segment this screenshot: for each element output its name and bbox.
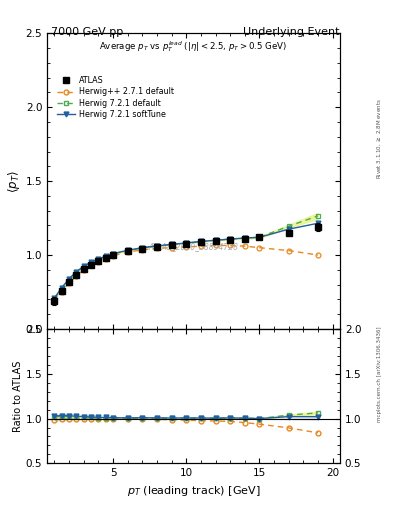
Text: Rivet 3.1.10, $\geq$ 2.8M events: Rivet 3.1.10, $\geq$ 2.8M events: [375, 98, 383, 179]
X-axis label: $p_T$ (leading track) [GeV]: $p_T$ (leading track) [GeV]: [127, 484, 261, 498]
Y-axis label: $\langle p_T \rangle$: $\langle p_T \rangle$: [6, 169, 22, 193]
Text: Average $p_T$ vs $p_T^{lead}$ ($|\eta| < 2.5$, $p_T > 0.5$ GeV): Average $p_T$ vs $p_T^{lead}$ ($|\eta| <…: [99, 39, 288, 54]
Text: Underlying Event: Underlying Event: [243, 27, 340, 37]
Text: mcplots.cern.ch [arXiv:1306.3436]: mcplots.cern.ch [arXiv:1306.3436]: [377, 326, 382, 421]
Y-axis label: Ratio to ATLAS: Ratio to ATLAS: [13, 360, 23, 432]
Legend: ATLAS, Herwig++ 2.7.1 default, Herwig 7.2.1 default, Herwig 7.2.1 softTune: ATLAS, Herwig++ 2.7.1 default, Herwig 7.…: [54, 73, 177, 122]
Text: 7000 GeV pp: 7000 GeV pp: [51, 27, 123, 37]
Text: ATLAS_2010_S8894728: ATLAS_2010_S8894728: [149, 242, 239, 251]
